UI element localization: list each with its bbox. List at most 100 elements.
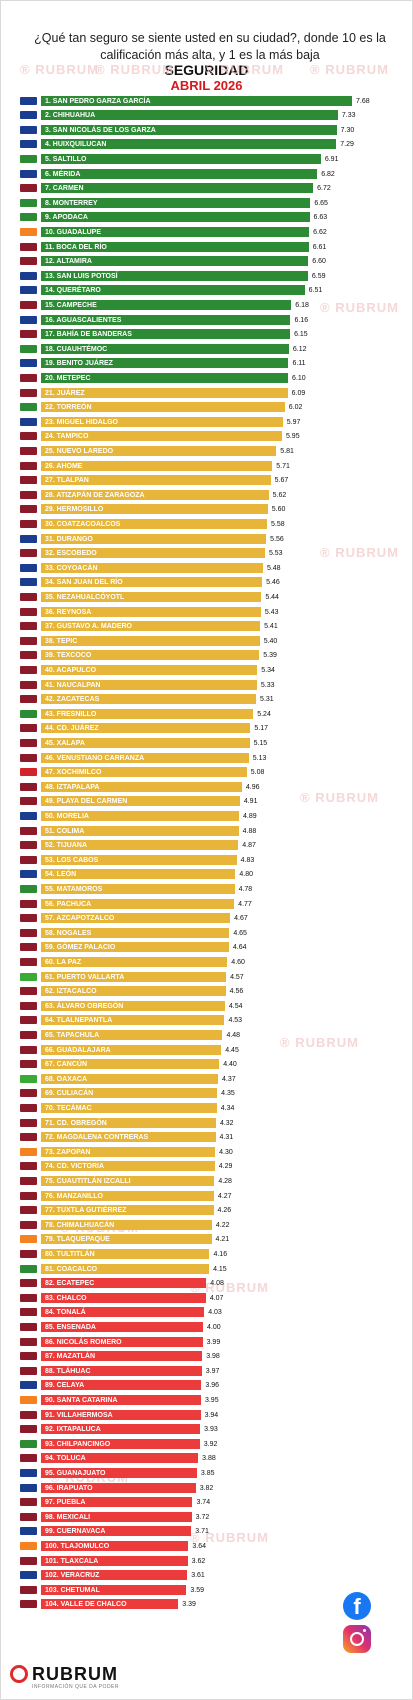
party-logo-icon [20, 1337, 37, 1346]
bar-label: 43. FRESNILLO [45, 710, 97, 718]
party-logo-icon [20, 972, 37, 981]
bar [41, 1029, 223, 1040]
bar-label: 4. HUIXQUILUCAN [45, 141, 107, 149]
bar [41, 460, 273, 471]
party-logo-icon [20, 476, 37, 485]
bar-label: 5. SALTILLO [45, 155, 87, 163]
bar-value-label: 5.40 [263, 637, 278, 645]
bar-label: 93. CHILPANCINGO [45, 1440, 111, 1448]
bar-value-label: 7.30 [340, 126, 355, 134]
rubrum-logo-text: RUBRUM [32, 1664, 118, 1684]
bar-value-label: 5.97 [286, 418, 301, 426]
bar [41, 752, 249, 763]
bar-label: 68. OAXACA [45, 1075, 88, 1083]
bar-label: 97. PUEBLA [45, 1499, 86, 1507]
bar-label: 70. TECÁMAC [45, 1104, 92, 1112]
party-logo-icon [20, 797, 37, 806]
bar-value-label: 4.91 [243, 798, 258, 806]
bar-label: 57. AZCAPOTZALCO [45, 915, 115, 923]
bar-value-label: 4.28 [218, 1177, 232, 1185]
bar [41, 1599, 179, 1610]
bar-label: 16. AGUASCALIENTES [45, 316, 122, 324]
party-logo-icon [20, 768, 37, 777]
party-logo-icon [20, 432, 37, 441]
party-logo-icon [20, 300, 37, 309]
bar-value-label: 4.48 [226, 1031, 241, 1039]
bar-value-label: 5.44 [265, 593, 279, 601]
bar [41, 796, 240, 807]
bar-value-label: 4.26 [217, 1207, 232, 1215]
party-logo-icon [20, 1585, 37, 1594]
bar-value-label: 3.92 [203, 1440, 218, 1448]
party-logo-icon [20, 359, 37, 368]
bar-value-label: 3.88 [202, 1455, 216, 1463]
bar [41, 1190, 214, 1201]
bar [41, 1526, 192, 1537]
instagram-icon[interactable] [343, 1625, 371, 1653]
bar-value-label: 4.53 [228, 1017, 243, 1025]
bar-label: 3. SAN NICOLÁS DE LOS GARZA [45, 126, 156, 134]
bar-value-label: 4.78 [238, 885, 253, 893]
bar-label: 96. IRAPUATO [45, 1484, 93, 1492]
bar [41, 1409, 201, 1420]
party-logo-icon [20, 1541, 37, 1550]
bar-label: 35. NEZAHUALCÓYOTL [45, 593, 125, 601]
bar [41, 1175, 215, 1186]
party-logo-icon [20, 227, 37, 236]
bar [41, 270, 308, 281]
bar-value-label: 4.83 [240, 856, 255, 864]
party-logo-icon [20, 1089, 37, 1098]
party-logo-icon [20, 1322, 37, 1331]
bar-label: 91. VILLAHERMOSA [45, 1411, 113, 1419]
party-logo-icon [20, 417, 37, 426]
party-logo-icon [20, 1147, 37, 1156]
party-logo-icon [20, 271, 37, 280]
bar-label: 84. TONALÁ [45, 1309, 86, 1317]
bar-label: 65. TAPACHULA [45, 1031, 100, 1039]
bar-label: 15. CAMPECHE [45, 301, 97, 309]
bar-label: 81. COACALCO [45, 1265, 98, 1273]
bar [41, 314, 291, 325]
party-logo-icon [20, 811, 37, 820]
bar [41, 1380, 202, 1391]
bar [41, 1453, 199, 1464]
bar [41, 942, 229, 953]
bar-value-label: 5.24 [257, 710, 271, 718]
bar-value-label: 3.62 [191, 1557, 206, 1565]
facebook-icon[interactable]: f [343, 1592, 371, 1620]
bar-label: 94. TOLUCA [45, 1455, 86, 1463]
bar [41, 226, 310, 237]
bar [41, 986, 226, 997]
party-logo-icon [20, 738, 37, 747]
bar-value-label: 4.29 [218, 1163, 233, 1171]
bar-label: 50. MORELIA [45, 812, 89, 820]
bar-label: 83. CHALCO [45, 1294, 87, 1302]
bar-label: 41. NAUCALPAN [45, 681, 101, 689]
bar-value-label: 5.17 [254, 725, 268, 733]
bar-value-label: 3.71 [195, 1528, 209, 1536]
bar-label: 75. CUAUTITLÁN IZCALLI [45, 1177, 131, 1185]
bar-label: 102. VERACRUZ [45, 1572, 100, 1580]
bar-value-label: 5.34 [261, 666, 275, 674]
party-logo-icon [20, 505, 37, 514]
bar [41, 1263, 210, 1274]
party-logo-icon [20, 549, 37, 558]
bar [41, 664, 258, 675]
watermark-text: ® RUBRUM [320, 545, 399, 560]
party-logo-icon [20, 1366, 37, 1375]
party-logo-icon [20, 1133, 37, 1142]
bar-value-label: 3.97 [205, 1367, 220, 1375]
bar-value-label: 3.98 [206, 1353, 220, 1361]
party-logo-icon [20, 1498, 37, 1507]
bar-label: 80. TULTITLÁN [45, 1250, 95, 1258]
party-logo-icon [20, 563, 37, 572]
watermark-text: ® RUBRUM [190, 1530, 269, 1545]
party-logo-icon [20, 651, 37, 660]
party-logo-icon [20, 1410, 37, 1419]
bar-value-label: 4.07 [209, 1294, 224, 1302]
bar-label: 90. SANTA CATARINA [45, 1396, 118, 1404]
bar-value-label: 3.74 [196, 1499, 211, 1507]
bar [41, 577, 263, 588]
bar-value-label: 6.63 [313, 214, 328, 222]
bar [41, 1497, 193, 1508]
